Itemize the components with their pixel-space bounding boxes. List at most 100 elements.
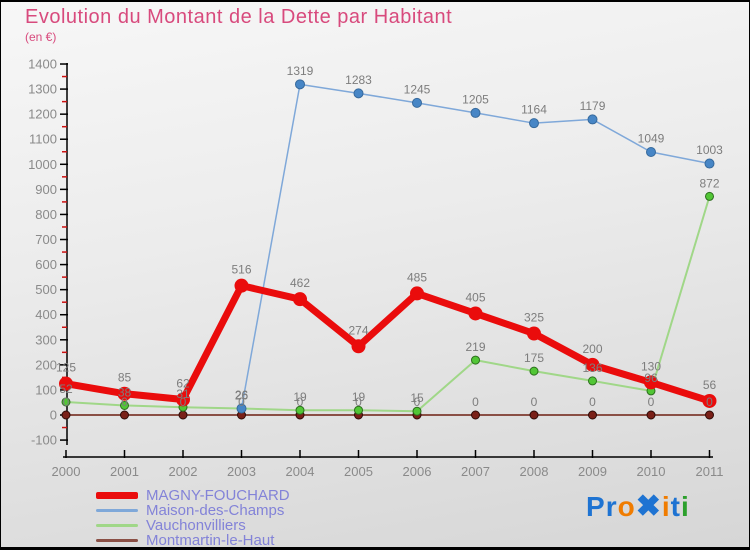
value-label: 0 [238, 395, 245, 409]
data-point [471, 410, 480, 420]
data-point [529, 118, 539, 129]
value-label: 52 [59, 382, 73, 396]
data-point [704, 158, 715, 169]
data-point [293, 292, 307, 307]
data-point [295, 405, 305, 415]
data-point [351, 339, 366, 354]
y-tick-label: 1200 [28, 107, 57, 122]
legend-row: Maison-des-Champs [96, 503, 290, 518]
value-label: 26 [235, 388, 249, 402]
y-tick-label: 1000 [28, 157, 57, 172]
logo-letter: r [605, 491, 618, 522]
data-point [705, 191, 714, 201]
x-tick-label: 2001 [110, 464, 139, 479]
value-label: 0 [180, 395, 187, 409]
series-maison-des-champs [236, 79, 715, 414]
data-point [702, 393, 717, 408]
y-tick-label: 300 [35, 332, 57, 347]
value-label: 38 [118, 385, 132, 399]
data-point [644, 375, 658, 390]
data-point [529, 410, 539, 420]
page-title: Evolution du Montant de la Dette par Hab… [25, 6, 453, 28]
y-tick-label: 1100 [29, 132, 57, 147]
value-label: 405 [465, 290, 485, 304]
value-label: 19 [293, 390, 307, 404]
x-tick-label: 2000 [52, 464, 81, 479]
value-label: 1205 [462, 92, 489, 106]
data-point [117, 386, 132, 401]
x-tick-label: 2008 [520, 464, 549, 479]
data-point [410, 286, 424, 301]
data-point [353, 88, 364, 99]
data-point [412, 97, 422, 108]
value-label: 96 [644, 371, 658, 385]
y-tick-label: -100 [31, 433, 57, 448]
value-label: 0 [121, 395, 128, 409]
x-tick-label: 2005 [344, 464, 373, 479]
value-label: 872 [699, 176, 719, 190]
data-point [587, 114, 598, 125]
x-tick-label: 2006 [403, 464, 432, 479]
data-point [176, 392, 190, 407]
value-label: 136 [582, 361, 602, 375]
value-label: 0 [706, 395, 713, 409]
legend-row: MAGNY-FOUCHARD [96, 488, 290, 503]
logo-letter: i [680, 491, 690, 522]
y-tick-label: 500 [35, 282, 57, 297]
labels-maison-des-champs: 26 1319 1283 1245 1205 1164 1179 1049 1003 [235, 64, 723, 402]
x-tick-label: 2003 [227, 464, 256, 479]
data-point [120, 400, 129, 410]
data-point [588, 376, 597, 386]
y-tick-label: 1400 [28, 57, 57, 72]
data-point [470, 107, 481, 118]
x-tick-label: 2002 [169, 464, 198, 479]
logo-letter: P [586, 491, 606, 522]
value-label: 274 [348, 323, 368, 337]
legend-swatch [96, 524, 138, 527]
x-axis: 2000 2001 2002 2003 2004 2005 2006 2007 2008 2009… [52, 450, 723, 479]
series-vauchonvilliers [61, 191, 714, 416]
value-label: 200 [582, 342, 602, 356]
y-tick-label: 0 [50, 408, 57, 423]
value-label: 62 [176, 376, 190, 390]
value-label: 1319 [287, 64, 314, 78]
data-point [646, 410, 656, 420]
value-label: 19 [352, 390, 366, 404]
legend: MAGNY-FOUCHARD Maison-des-Champs Vauchonvi… [96, 488, 290, 549]
data-point [585, 357, 600, 372]
data-point [354, 405, 363, 415]
value-label: 1245 [404, 82, 431, 96]
data-point [471, 355, 480, 365]
y-tick-label: 800 [35, 207, 57, 222]
labels-montmartin-le-haut: 0 0 0 0 0 0 0 0 0 0 0 0 [63, 395, 714, 409]
series-line [65, 196, 711, 413]
value-label: 31 [176, 387, 190, 401]
data-point [120, 410, 129, 420]
value-label: 0 [63, 395, 70, 409]
data-point [59, 376, 73, 391]
data-point [646, 147, 656, 158]
legend-label: Montmartin-le-Haut [146, 532, 275, 549]
data-point [61, 410, 71, 420]
data-point [61, 397, 71, 407]
value-label: 15 [410, 391, 424, 405]
value-label: 1003 [696, 143, 723, 157]
data-point [295, 79, 305, 90]
value-label: 1049 [638, 132, 665, 146]
logo-letter: i [661, 491, 671, 522]
value-label: 0 [648, 395, 655, 409]
proxiti-logo: Pro✖iti [586, 489, 690, 524]
data-point [412, 406, 422, 416]
value-label: 325 [524, 311, 544, 325]
labels-vauchonvilliers: 52 38 31 26 19 19 15 219 175 136 96 872 [59, 176, 720, 405]
x-tick-label: 2004 [286, 464, 315, 479]
value-label: 485 [407, 270, 427, 284]
data-point [234, 278, 249, 293]
y-tick-label: 1300 [28, 82, 57, 97]
value-label: 85 [118, 371, 132, 385]
value-label: 219 [465, 340, 485, 354]
legend-swatch [96, 509, 138, 512]
legend-label: MAGNY-FOUCHARD [146, 487, 290, 504]
